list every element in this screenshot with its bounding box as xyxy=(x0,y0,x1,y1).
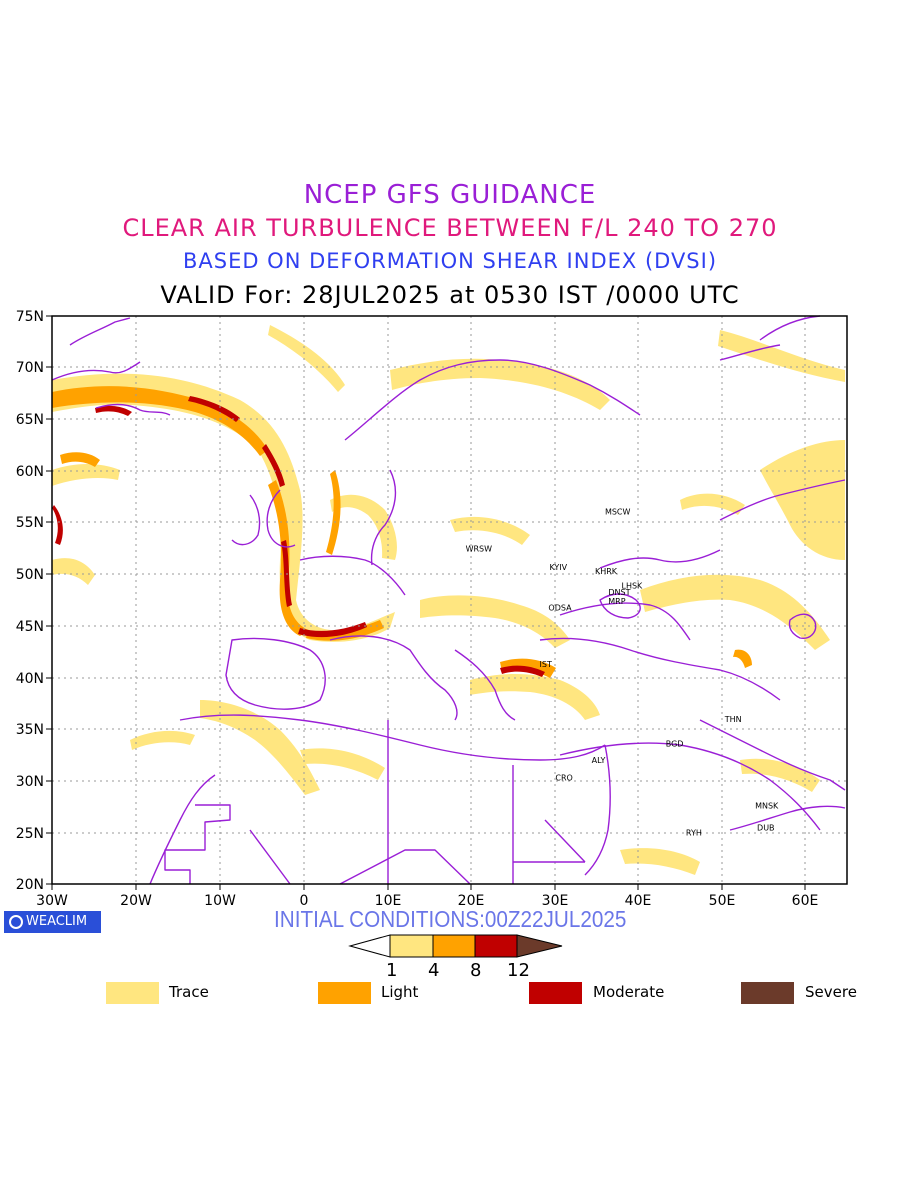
city-label-cro: CRO xyxy=(555,774,572,783)
legend-swatch-light xyxy=(318,982,371,1004)
city-label-dub: DUB xyxy=(757,823,775,832)
city-label-mscw: MSCW xyxy=(605,507,631,516)
legend-swatch-moderate xyxy=(529,982,582,1004)
title-index: BASED ON DEFORMATION SHEAR INDEX (DVSI) xyxy=(182,249,718,273)
turbulence-moderate-areas xyxy=(52,396,545,677)
x-tick-label: 0 xyxy=(300,893,309,909)
city-label-ryh: RYH xyxy=(686,829,702,838)
city-label-aly: ALY xyxy=(592,756,606,765)
y-tick-label: 55N xyxy=(16,515,44,531)
turbulence-map: 30W 20W 10W 0 10E 20E 30E 40E 50E 60E 75… xyxy=(16,309,848,909)
x-tick-label: 10W xyxy=(204,893,236,909)
colorbar-threshold: 12 xyxy=(507,960,530,981)
y-tick-label: 20N xyxy=(16,877,44,893)
legend-label-moderate: Moderate xyxy=(593,983,665,1001)
x-tick-label: 30W xyxy=(36,893,68,909)
colorbar-light-segment xyxy=(432,934,476,958)
x-tick-label: 60E xyxy=(792,893,819,909)
x-tick-label: 50E xyxy=(709,893,736,909)
y-tick-label: 65N xyxy=(16,412,44,428)
city-label-kyiv: KYIV xyxy=(549,563,567,572)
city-label-lhsk: LHSK xyxy=(622,582,644,591)
x-tick-label: 20W xyxy=(120,893,152,909)
y-tick-label: 30N xyxy=(16,774,44,790)
colorbar-threshold: 8 xyxy=(470,960,482,981)
y-tick-label: 35N xyxy=(16,722,44,738)
title-model: NCEP GFS GUIDANCE xyxy=(303,180,597,210)
colorbar-trace-segment xyxy=(389,934,434,958)
city-label-thn: THN xyxy=(724,715,742,724)
y-tick-label: 40N xyxy=(16,671,44,687)
title-valid-time: VALID For: 28JUL2025 at 0530 IST /0000 U… xyxy=(160,281,740,309)
x-tick-label: 40E xyxy=(625,893,652,909)
weaclim-logo: WEACLIM xyxy=(4,911,101,933)
y-tick-label: 70N xyxy=(16,360,44,376)
colorbar-threshold: 4 xyxy=(428,960,440,981)
legend-label-trace: Trace xyxy=(169,983,209,1001)
colorbar-low-arrow xyxy=(348,934,391,958)
y-tick-label: 60N xyxy=(16,464,44,480)
city-label-mrp: MRP xyxy=(608,597,625,606)
city-label-khrk: KHRK xyxy=(595,567,618,576)
colorbar-moderate-segment xyxy=(474,934,518,958)
y-tick-label: 45N xyxy=(16,619,44,635)
legend-label-light: Light xyxy=(381,983,419,1001)
city-label-bgd: BGD xyxy=(666,740,684,749)
legend-swatch-severe xyxy=(741,982,794,1004)
city-label-dnst: DNST xyxy=(608,588,630,597)
title-product: CLEAR AIR TURBULENCE BETWEEN F/L 240 TO … xyxy=(122,214,778,242)
y-tick-label: 50N xyxy=(16,567,44,583)
colorbar xyxy=(348,934,563,958)
colorbar-threshold: 1 xyxy=(386,960,398,981)
map-frame xyxy=(51,315,848,885)
y-tick-label: 25N xyxy=(16,826,44,842)
x-tick-label: 30E xyxy=(542,893,569,909)
initial-conditions-label: INITIAL CONDITIONS:00Z22JUL2025 xyxy=(274,906,627,932)
city-label-wrsw: WRSW xyxy=(466,545,493,554)
legend-label-severe: Severe xyxy=(805,983,857,1001)
legend-swatch-trace xyxy=(106,982,159,1004)
city-label-mnsk: MNSK xyxy=(755,802,779,811)
axis-ticks xyxy=(46,315,806,890)
colorbar-severe-arrow xyxy=(516,934,563,958)
logo-ring-icon xyxy=(9,915,23,929)
y-tick-label: 75N xyxy=(16,309,44,325)
logo-text: WEACLIM xyxy=(26,914,88,929)
x-tick-label: 20E xyxy=(458,893,485,909)
x-tick-label: 10E xyxy=(375,893,402,909)
city-label-odsa: ODSA xyxy=(548,603,572,612)
city-label-ist: IST xyxy=(540,660,552,669)
coastlines-and-borders xyxy=(51,315,846,885)
